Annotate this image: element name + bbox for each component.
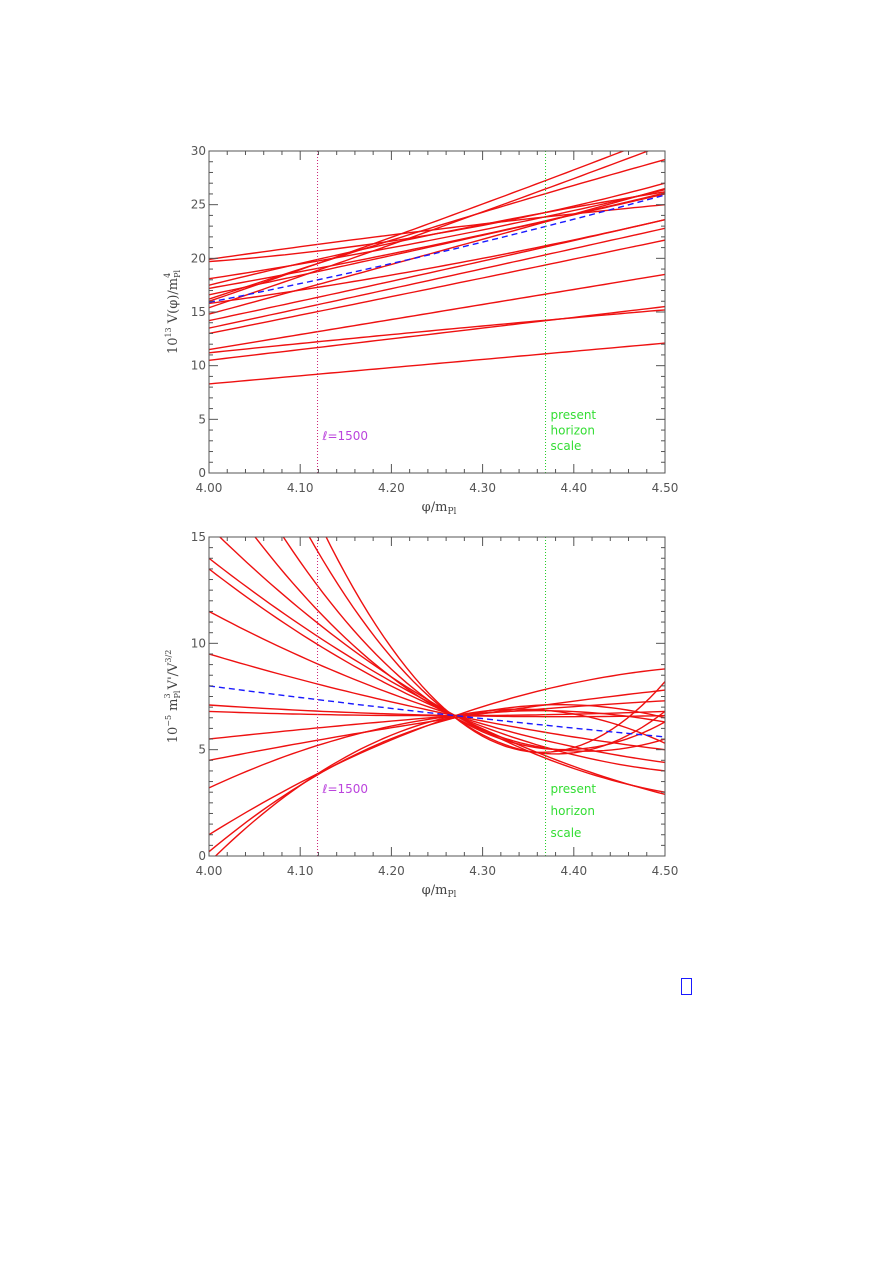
x-tick-label: 4.40: [560, 481, 587, 495]
series-curve-13: [218, 537, 665, 793]
x-tick-label: 4.50: [652, 864, 679, 878]
series-curve-16: [308, 537, 665, 755]
series-curve-17: [325, 537, 665, 754]
y-tick-label: 25: [191, 198, 206, 212]
x-tick-label: 4.00: [196, 864, 223, 878]
plot-area: [209, 537, 665, 856]
chart-2: 4.00 4.10 4.20 4.30 4.40 4.50 0 5 10 15 φ/mPl 10−5 …: [163, 530, 679, 900]
series-curve-4: [209, 710, 665, 789]
y-tick-label: 15: [191, 305, 206, 319]
series-curve-6: [209, 700, 665, 740]
fiducial-curve: [209, 685, 665, 738]
plot-area: [209, 151, 665, 385]
y-tick-label: 30: [191, 144, 206, 158]
series-curve-6: [209, 227, 665, 329]
y-tick-label: 5: [198, 743, 206, 757]
series-curve-3: [209, 668, 665, 836]
x-tick-label: 4.00: [196, 481, 223, 495]
y-axis-label: 1013 V(φ)/mPl4: [163, 269, 182, 354]
y-tick-label: 10: [191, 359, 206, 373]
x-tick-label: 4.10: [287, 864, 314, 878]
y-tick-label: 5: [198, 412, 206, 426]
series-curve-9: [209, 653, 665, 751]
y-tick-label: 10: [191, 636, 206, 650]
annotation-horizon-line-3: scale: [551, 826, 582, 840]
series-curve-16: [209, 158, 665, 300]
annotation-horizon-line-2: horizon: [551, 804, 595, 818]
x-tick-label: 4.20: [378, 481, 405, 495]
y-tick-label: 0: [198, 849, 206, 863]
series-curve-2: [209, 305, 665, 361]
annotation-l1500: ℓ=1500: [322, 429, 369, 443]
x-tick-label: 4.20: [378, 864, 405, 878]
y-tick-label: 20: [191, 251, 206, 265]
series-curve-5: [209, 689, 665, 761]
series-curve-18: [209, 151, 626, 302]
series-curve-15: [282, 537, 665, 751]
x-axis-label: φ/mPl: [422, 883, 457, 900]
x-tick-label: 4.30: [469, 481, 496, 495]
series-curve-4: [209, 273, 665, 351]
series-curve-3: [209, 309, 665, 354]
series-curve-8: [209, 219, 665, 305]
page-marker-box: [681, 978, 692, 995]
plot-frame: [208, 536, 666, 857]
annotation-horizon-line-2: horizon: [551, 424, 595, 438]
series-curve-2: [209, 703, 665, 853]
annotation-horizon-line-3: scale: [551, 439, 582, 453]
series-curve-14: [209, 187, 665, 315]
x-axis-label: φ/mPl: [422, 500, 457, 517]
series-curve-1: [209, 342, 665, 385]
chart-1: 4.00 4.10 4.20 4.30 4.40 4.50 0 5 10 15 20 25 30 φ/mP…: [163, 144, 679, 517]
annotation-horizon-line-1: present: [551, 782, 597, 796]
series-curve-8: [209, 704, 665, 718]
series-curve-17: [209, 191, 665, 286]
series-curve-13: [209, 204, 665, 261]
x-tick-label: 4.30: [469, 864, 496, 878]
series-curve-15: [209, 151, 650, 309]
series-curve-5: [209, 239, 665, 335]
y-tick-label: 0: [198, 466, 206, 480]
fiducial-curve: [209, 194, 665, 303]
x-tick-label: 4.10: [287, 481, 314, 495]
y-tick-label: 15: [191, 530, 206, 544]
annotation-l1500: ℓ=1500: [322, 782, 369, 796]
x-tick-label: 4.50: [652, 481, 679, 495]
y-axis-label: 10−5 mPl3 V'/V3/2: [163, 650, 182, 744]
x-tick-label: 4.40: [560, 864, 587, 878]
series-curve-14: [254, 537, 665, 752]
annotation-horizon-line-1: present: [551, 408, 597, 422]
